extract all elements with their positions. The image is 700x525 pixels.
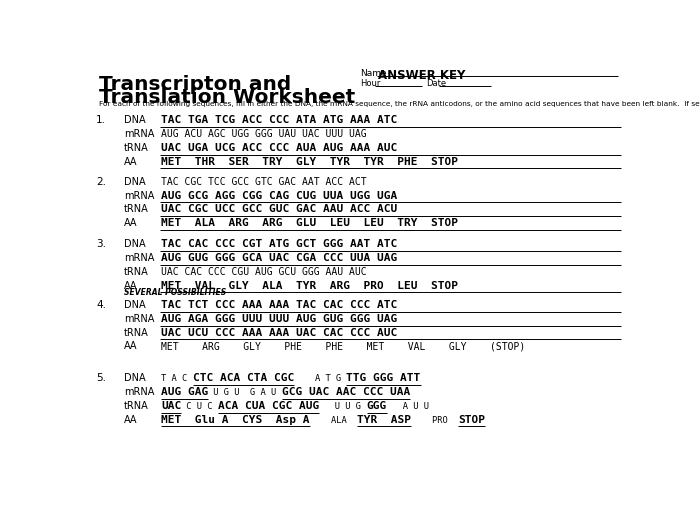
Text: AA: AA bbox=[124, 415, 137, 425]
Text: PRO: PRO bbox=[411, 416, 458, 425]
Text: tRNA: tRNA bbox=[124, 267, 148, 277]
Text: DNA: DNA bbox=[124, 239, 146, 249]
Text: 4.: 4. bbox=[96, 300, 106, 310]
Text: Transcripton and: Transcripton and bbox=[99, 75, 291, 93]
Text: MET  Glu A  CYS  Asp A: MET Glu A CYS Asp A bbox=[161, 415, 309, 425]
Text: AUG ACU AGC UGG GGG UAU UAC UUU UAG: AUG ACU AGC UGG GGG UAU UAC UUU UAG bbox=[161, 129, 367, 139]
Text: C U C: C U C bbox=[181, 402, 218, 411]
Text: Date: Date bbox=[426, 79, 447, 88]
Text: mRNA: mRNA bbox=[124, 191, 154, 201]
Text: A T G: A T G bbox=[294, 374, 346, 383]
Text: DNA: DNA bbox=[124, 300, 146, 310]
Text: AA: AA bbox=[124, 218, 137, 228]
Text: For each of the following sequences, fill in either the DNA, the mRNA sequence, : For each of the following sequences, fil… bbox=[99, 101, 700, 107]
Text: mRNA: mRNA bbox=[124, 387, 154, 397]
Text: Hour: Hour bbox=[360, 79, 381, 88]
Text: GGG: GGG bbox=[367, 401, 387, 411]
Text: DNA: DNA bbox=[124, 373, 146, 383]
Text: DNA: DNA bbox=[124, 176, 146, 187]
Text: TAC TCT CCC AAA AAA TAC CAC CCC ATC: TAC TCT CCC AAA AAA TAC CAC CCC ATC bbox=[161, 300, 398, 310]
Text: TAC TGA TCG ACC CCC ATA ATG AAA ATC: TAC TGA TCG ACC CCC ATA ATG AAA ATC bbox=[161, 115, 398, 125]
Text: mRNA: mRNA bbox=[124, 129, 154, 139]
Text: AUG GUG GGG GCA UAC CGA CCC UUA UAG: AUG GUG GGG GCA UAC CGA CCC UUA UAG bbox=[161, 253, 398, 263]
Text: mRNA: mRNA bbox=[124, 253, 154, 263]
Text: mRNA: mRNA bbox=[124, 314, 154, 324]
Text: MET  VAL  GLY  ALA  TYR  ARG  PRO  LEU  STOP: MET VAL GLY ALA TYR ARG PRO LEU STOP bbox=[161, 280, 458, 291]
Text: 3.: 3. bbox=[96, 239, 106, 249]
Text: ALA: ALA bbox=[309, 416, 357, 425]
Text: AA: AA bbox=[124, 156, 137, 166]
Text: Translation Worksheet: Translation Worksheet bbox=[99, 88, 356, 108]
Text: ACA CUA CGC AUG: ACA CUA CGC AUG bbox=[218, 401, 319, 411]
Text: DNA: DNA bbox=[124, 115, 146, 125]
Text: U G U  G A U: U G U G A U bbox=[209, 388, 282, 397]
Text: AUG GCG AGG CGG CAG CUG UUA UGG UGA: AUG GCG AGG CGG CAG CUG UUA UGG UGA bbox=[161, 191, 398, 201]
Text: TAC CAC CCC CGT ATG GCT GGG AAT ATC: TAC CAC CCC CGT ATG GCT GGG AAT ATC bbox=[161, 239, 398, 249]
Text: SEVERAL POSSIBILITIES: SEVERAL POSSIBILITIES bbox=[124, 288, 226, 297]
Text: tRNA: tRNA bbox=[124, 401, 148, 411]
Text: tRNA: tRNA bbox=[124, 328, 148, 338]
Text: U U G: U U G bbox=[319, 402, 367, 411]
Text: MET    ARG    GLY    PHE    PHE    MET    VAL    GLY    (STOP): MET ARG GLY PHE PHE MET VAL GLY (STOP) bbox=[161, 341, 526, 351]
Text: UAC UCU CCC AAA AAA UAC CAC CCC AUC: UAC UCU CCC AAA AAA UAC CAC CCC AUC bbox=[161, 328, 398, 338]
Text: MET  THR  SER  TRY  GLY  TYR  TYR  PHE  STOP: MET THR SER TRY GLY TYR TYR PHE STOP bbox=[161, 156, 458, 166]
Text: A U U: A U U bbox=[387, 402, 429, 411]
Text: GCG UAC AAC CCC UAA: GCG UAC AAC CCC UAA bbox=[282, 387, 410, 397]
Text: ANSWER KEY: ANSWER KEY bbox=[378, 69, 466, 82]
Text: AUG GAG: AUG GAG bbox=[161, 387, 209, 397]
Text: TTG GGG ATT: TTG GGG ATT bbox=[346, 373, 421, 383]
Text: CTC ACA CTA CGC: CTC ACA CTA CGC bbox=[193, 373, 294, 383]
Text: 5.: 5. bbox=[96, 373, 106, 383]
Text: Name: Name bbox=[360, 69, 387, 78]
Text: AA: AA bbox=[124, 280, 137, 291]
Text: TYR  ASP: TYR ASP bbox=[357, 415, 411, 425]
Text: T A C: T A C bbox=[161, 374, 192, 383]
Text: AA: AA bbox=[124, 341, 137, 351]
Text: MET  ALA  ARG  ARG  GLU  LEU  LEU  TRY  STOP: MET ALA ARG ARG GLU LEU LEU TRY STOP bbox=[161, 218, 458, 228]
Text: 1.: 1. bbox=[96, 115, 106, 125]
Text: TAC CGC TCC GCC GTC GAC AAT ACC ACT: TAC CGC TCC GCC GTC GAC AAT ACC ACT bbox=[161, 176, 367, 187]
Text: UAC: UAC bbox=[161, 401, 181, 411]
Text: UAC CGC UCC GCC GUC GAC AAU ACC ACU: UAC CGC UCC GCC GUC GAC AAU ACC ACU bbox=[161, 204, 398, 214]
Text: STOP: STOP bbox=[458, 415, 485, 425]
Text: UAC UGA UCG ACC CCC AUA AUG AAA AUC: UAC UGA UCG ACC CCC AUA AUG AAA AUC bbox=[161, 143, 398, 153]
Text: UAC CAC CCC CGU AUG GCU GGG AAU AUC: UAC CAC CCC CGU AUG GCU GGG AAU AUC bbox=[161, 267, 367, 277]
Text: 2.: 2. bbox=[96, 176, 106, 187]
Text: AUG AGA GGG UUU UUU AUG GUG GGG UAG: AUG AGA GGG UUU UUU AUG GUG GGG UAG bbox=[161, 314, 398, 324]
Text: tRNA: tRNA bbox=[124, 204, 148, 214]
Text: tRNA: tRNA bbox=[124, 143, 148, 153]
